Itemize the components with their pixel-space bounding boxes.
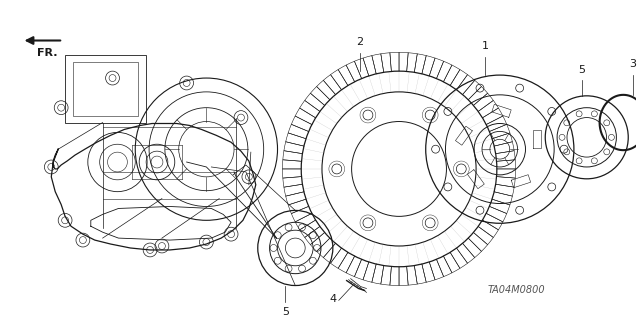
Text: TA04M0800: TA04M0800 xyxy=(488,286,545,295)
Text: 4: 4 xyxy=(330,294,337,304)
Text: 3: 3 xyxy=(630,59,637,69)
Text: 1: 1 xyxy=(481,41,488,51)
Text: FR.: FR. xyxy=(38,48,58,58)
Text: 5: 5 xyxy=(579,65,586,75)
Bar xyxy=(65,55,146,122)
Bar xyxy=(73,62,138,115)
Text: 5: 5 xyxy=(282,307,289,317)
Text: 2: 2 xyxy=(356,37,363,48)
